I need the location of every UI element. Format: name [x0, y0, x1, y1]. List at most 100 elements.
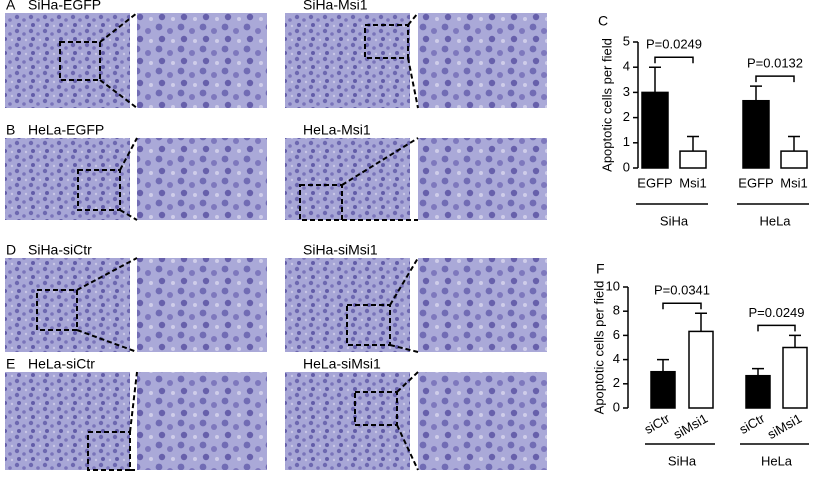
error-bar: [750, 85, 762, 101]
y-tick-label: 2: [613, 375, 620, 390]
zoom-image: [418, 372, 547, 470]
zoom-line: [119, 209, 138, 221]
overview-image: [5, 138, 130, 220]
overview-image: [5, 258, 130, 352]
x-tick-label: siMsi1: [671, 411, 710, 442]
y-tick-label: 5: [623, 33, 630, 48]
zoom-box: [77, 169, 121, 211]
x-tick-label: Msi1: [679, 175, 706, 190]
zoom-box: [299, 184, 343, 221]
zoom-box: [36, 289, 78, 331]
significance-bracket: [757, 324, 796, 332]
panel-letter: B: [6, 122, 15, 138]
overview-image: [285, 138, 410, 220]
panel-letter: C: [598, 13, 608, 29]
zoom-line: [129, 371, 138, 433]
bar: [780, 150, 808, 169]
bar: [679, 150, 707, 169]
x-tick-label: siMsi1: [765, 411, 804, 442]
overview-image: [5, 372, 130, 470]
zoom-image: [418, 13, 547, 108]
zoom-image: [137, 372, 267, 470]
panel-title: SiHa-siMsi1: [303, 242, 378, 258]
zoom-image: [137, 138, 267, 220]
zoom-line: [119, 137, 138, 171]
bar: [650, 370, 676, 409]
y-tick-label: 0: [613, 399, 620, 414]
zoom-box: [346, 304, 391, 346]
panel-title: HeLa-Msi1: [303, 122, 371, 138]
zoom-box: [59, 41, 101, 81]
p-value: P=0.0249: [646, 37, 702, 52]
zoom-box: [87, 431, 131, 471]
bar: [782, 346, 808, 409]
zoom-line: [396, 371, 419, 393]
bar: [745, 374, 771, 409]
x-tick-label: siCtr: [642, 410, 673, 437]
p-value: P=0.0341: [654, 283, 710, 298]
p-value: P=0.0249: [748, 305, 804, 320]
y-tick-label: 10: [606, 278, 620, 293]
y-tick-label: 4: [623, 59, 630, 74]
panel-letter: A: [6, 0, 16, 13]
y-tick-label: 6: [613, 327, 620, 342]
panel-title: SiHa-Msi1: [303, 0, 368, 13]
y-tick-label: 0: [623, 159, 630, 174]
zoom-line: [76, 329, 138, 353]
zoom-box: [354, 391, 398, 426]
zoom-line: [389, 344, 419, 353]
error-bar: [695, 312, 707, 332]
x-tick-label: siCtr: [737, 410, 768, 437]
group-label: SiHa: [668, 453, 697, 468]
error-bar: [657, 358, 669, 372]
zoom-box: [364, 24, 409, 59]
panel-title: SiHa-EGFP: [28, 0, 101, 13]
y-axis-label: Apoptotic cells per field: [599, 38, 614, 172]
group-label: SiHa: [660, 213, 689, 228]
panel-title: HeLa-siMsi1: [303, 356, 381, 372]
bar: [742, 99, 770, 169]
significance-bracket: [755, 75, 795, 83]
x-tick-label: Msi1: [780, 175, 807, 190]
significance-bracket: [654, 56, 694, 64]
p-value: P=0.0132: [747, 56, 803, 71]
panel-title: HeLa-siCtr: [28, 356, 95, 372]
bar: [688, 330, 714, 409]
zoom-line: [341, 137, 419, 186]
y-tick-label: 1: [623, 134, 630, 149]
panel-title: HeLa-EGFP: [28, 122, 104, 138]
group-label: HeLa: [761, 453, 793, 468]
significance-bracket: [662, 302, 702, 310]
zoom-image: [137, 258, 267, 352]
y-axis-label: Apoptotic cells per field: [591, 281, 606, 415]
group-label: HeLa: [759, 213, 791, 228]
zoom-line: [389, 257, 419, 306]
panel-letter: D: [6, 242, 16, 258]
error-bar: [649, 66, 661, 93]
zoom-line: [407, 12, 419, 26]
overview-image: [285, 13, 410, 108]
error-bar: [788, 135, 800, 152]
zoom-image: [418, 258, 547, 352]
x-tick-label: EGFP: [738, 175, 773, 190]
x-tick-label: EGFP: [637, 175, 672, 190]
panel-letter: E: [6, 356, 15, 372]
bar: [641, 91, 669, 169]
overview-image: [5, 13, 130, 108]
zoom-line: [76, 257, 138, 291]
overview-image: [285, 372, 410, 470]
y-tick-label: 8: [613, 303, 620, 318]
zoom-line: [396, 424, 419, 471]
y-tick-label: 4: [613, 351, 620, 366]
error-bar: [752, 367, 764, 376]
zoom-image: [137, 13, 267, 108]
zoom-line: [407, 57, 419, 109]
error-bar: [687, 135, 699, 152]
panel-letter: F: [596, 261, 605, 277]
y-tick-label: 2: [623, 109, 630, 124]
panel-title: SiHa-siCtr: [28, 242, 92, 258]
error-bar: [789, 334, 801, 348]
zoom-image: [418, 138, 547, 220]
y-tick-label: 3: [623, 84, 630, 99]
